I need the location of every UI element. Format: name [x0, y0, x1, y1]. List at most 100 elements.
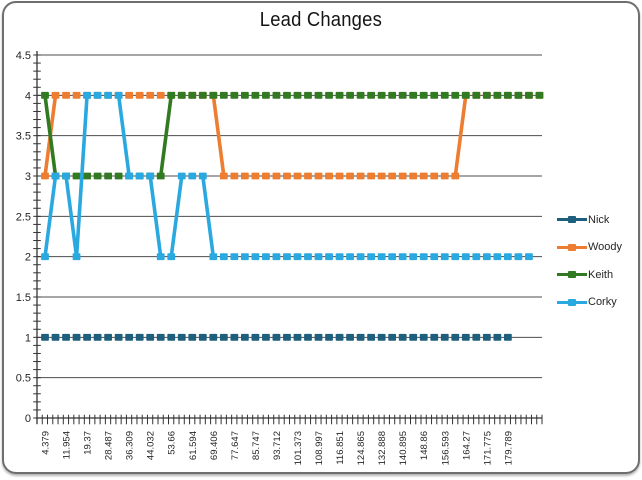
series-marker — [167, 253, 176, 261]
series-marker — [325, 253, 333, 261]
series-marker — [430, 253, 439, 261]
series-marker — [409, 172, 418, 180]
series-marker — [51, 172, 60, 180]
series-marker — [377, 333, 386, 341]
x-tick-label: 69.406 — [209, 431, 220, 460]
series-corky — [41, 91, 533, 261]
series-marker — [272, 172, 281, 180]
y-tick-label: 2.5 — [16, 211, 31, 223]
legend-label: Keith — [588, 268, 614, 281]
series-marker — [304, 333, 312, 341]
series-marker — [377, 91, 386, 99]
x-tick-label: 124.865 — [356, 431, 367, 465]
series-marker — [346, 91, 354, 99]
series-marker — [482, 253, 491, 261]
series-marker — [283, 172, 291, 180]
series-marker — [240, 172, 249, 180]
series-marker — [419, 91, 428, 99]
series-segment — [74, 95, 89, 257]
series-marker — [93, 172, 102, 180]
series-marker — [377, 253, 386, 261]
series-marker — [219, 91, 228, 99]
series-marker — [335, 91, 344, 99]
series-segment — [158, 95, 174, 177]
series-marker — [493, 91, 502, 99]
legend-item-keith: Keith — [557, 261, 641, 289]
series-marker — [472, 91, 481, 99]
series-marker — [388, 253, 397, 261]
series-marker — [156, 253, 165, 261]
x-tick-label: 171.775 — [482, 431, 493, 465]
series-marker — [356, 172, 365, 180]
series-marker — [104, 91, 113, 99]
series-marker — [104, 172, 113, 180]
chart-title-text: Lead Changes — [259, 8, 383, 31]
series-marker — [262, 333, 270, 341]
series-marker — [72, 172, 81, 180]
series-marker — [503, 91, 512, 99]
series-marker — [251, 91, 260, 99]
series-marker — [293, 172, 302, 180]
legend-item-nick: Nick — [557, 206, 641, 234]
series-marker — [230, 91, 239, 99]
chart-title: Lead Changes — [0, 8, 642, 32]
x-tick-label: 53.66 — [167, 431, 178, 455]
series-marker — [419, 253, 428, 261]
legend-swatch-icon — [557, 297, 587, 307]
series-marker — [209, 333, 218, 341]
series-marker — [525, 253, 533, 261]
series-marker — [209, 253, 218, 261]
series-marker — [230, 333, 239, 341]
series-marker — [461, 253, 470, 261]
series-marker — [535, 91, 544, 99]
series-marker — [367, 172, 376, 180]
series-marker — [451, 91, 460, 99]
y-tick-label: 4 — [25, 90, 31, 102]
series-marker — [398, 333, 407, 341]
series-marker — [388, 91, 397, 99]
series-marker — [461, 333, 470, 341]
series-marker — [125, 172, 134, 180]
series-marker — [272, 333, 281, 341]
series-marker — [430, 172, 439, 180]
series-marker — [146, 172, 155, 180]
series-marker — [335, 253, 344, 261]
series-marker — [451, 253, 460, 261]
series-marker — [472, 333, 481, 341]
series-marker — [156, 333, 165, 341]
series-marker — [219, 333, 228, 341]
x-tick-label: 101.373 — [293, 431, 304, 465]
series-marker — [419, 333, 428, 341]
series-marker — [367, 91, 376, 99]
series-marker — [93, 91, 102, 99]
series-segment — [148, 175, 163, 257]
legend-swatch-marker — [567, 243, 577, 251]
series-marker — [482, 333, 491, 341]
series-marker — [72, 333, 81, 341]
series-marker — [293, 333, 302, 341]
legend: Nick Woody Keith Corky — [557, 206, 641, 316]
x-tick-label: 61.594 — [188, 431, 199, 460]
series-marker — [251, 253, 260, 261]
legend-swatch-icon — [557, 215, 587, 225]
series-marker — [219, 253, 228, 261]
series-marker — [430, 91, 439, 99]
series-marker — [198, 172, 207, 180]
series-marker — [314, 333, 323, 341]
series-marker — [283, 253, 291, 261]
series-marker — [62, 333, 70, 341]
series-marker — [451, 333, 460, 341]
series-marker — [209, 91, 218, 99]
series-marker — [472, 253, 481, 261]
series-marker — [409, 91, 418, 99]
series-segment — [43, 175, 58, 257]
x-tick-label: 148.86 — [419, 431, 430, 460]
series-marker — [125, 91, 134, 99]
series-marker — [314, 91, 323, 99]
x-tick-label: 164.27 — [461, 431, 472, 460]
series-marker — [398, 172, 407, 180]
series-marker — [325, 91, 333, 99]
series-marker — [230, 172, 239, 180]
x-tick-label: 116.851 — [335, 431, 346, 465]
series-marker — [135, 333, 144, 341]
